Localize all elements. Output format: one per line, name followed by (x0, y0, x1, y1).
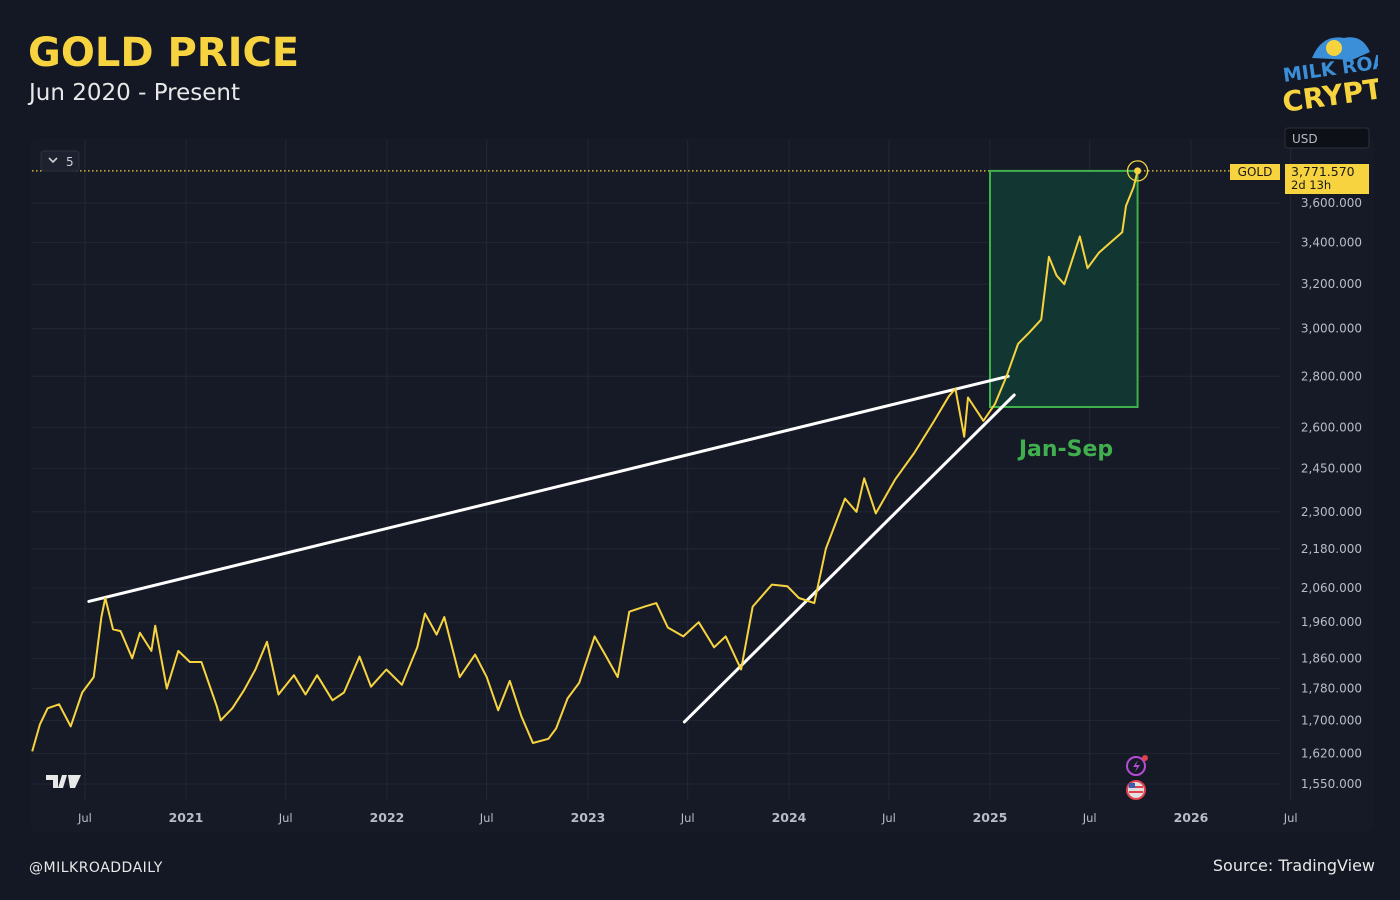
tradingview-logo (46, 775, 81, 788)
y-tick-label: 3,400.000 (1301, 235, 1362, 249)
x-tick-label: 2022 (370, 810, 405, 825)
chart-panel (30, 138, 1374, 832)
footer-handle: @MILKROADDAILY (29, 860, 163, 876)
x-tick-label: Jul (1283, 811, 1298, 825)
legend-count: 5 (66, 155, 74, 169)
currency-selector[interactable]: USD (1284, 127, 1370, 149)
footer-source: Source: TradingView (1212, 856, 1375, 875)
x-tick-label: 2021 (169, 810, 204, 825)
last-price-ring (1126, 160, 1149, 182)
x-tick-label: Jul (278, 811, 293, 825)
y-axis: 3,600.000 3,400.000 3,200.000 3,000.000 2,80… (1301, 196, 1362, 791)
x-tick-label: 2024 (772, 810, 807, 825)
y-tick-label: 1,700.000 (1301, 713, 1362, 727)
price-tag-countdown: 2d 13h (1291, 178, 1331, 192)
y-tick-label: 1,550.000 (1301, 777, 1362, 791)
x-tick-label: Jul (881, 811, 896, 825)
x-tick-label: Jul (1082, 811, 1097, 825)
y-tick-label: 2,180.000 (1301, 542, 1362, 556)
y-tick-label: 1,860.000 (1301, 651, 1362, 665)
chevron-down-icon (48, 157, 58, 164)
y-tick-label: 2,300.000 (1301, 505, 1362, 519)
grid (32, 140, 1292, 800)
highlight-box-rect (989, 169, 1139, 408)
y-tick-label: 1,780.000 (1301, 682, 1362, 696)
x-tick-label: 2026 (1174, 810, 1209, 825)
y-tick-label: 3,000.000 (1301, 322, 1362, 336)
annotation-jan-sep: Jan-Sep (1017, 437, 1113, 462)
y-tick-label: 2,800.000 (1301, 369, 1362, 383)
currency-label: USD (1292, 132, 1318, 146)
price-tag-symbol: GOLD (1238, 165, 1273, 179)
y-tick-label: 2,450.000 (1301, 461, 1362, 475)
price-tag-value: 3,771.570 (1291, 164, 1355, 179)
x-axis: Jul 2021 Jul 2022 Jul 2023 Jul 2024 Jul 2025 Jul 20… (77, 810, 1298, 825)
highlight-box (989, 169, 1139, 408)
y-tick-label: 1,960.000 (1301, 615, 1362, 629)
y-tick-label: 2,060.000 (1301, 581, 1362, 595)
y-tick-label: 3,200.000 (1301, 277, 1362, 291)
us-flag-icon[interactable] (1126, 780, 1146, 800)
last-price-point (1134, 167, 1142, 175)
trendline (87, 374, 1010, 603)
y-tick-label: 1,620.000 (1301, 747, 1362, 761)
page-subtitle: Jun 2020 - Present (29, 80, 240, 106)
x-tick-label: Jul (479, 811, 494, 825)
x-tick-label: 2023 (571, 810, 606, 825)
y-tick-label: 3,600.000 (1301, 196, 1362, 210)
y-tick-label: 2,600.000 (1301, 420, 1362, 434)
gold-price-line (31, 170, 1139, 752)
x-tick-label: 2025 (973, 810, 1008, 825)
x-tick-label: Jul (77, 811, 92, 825)
lightning-icon[interactable] (1126, 755, 1148, 776)
x-tick-label: Jul (680, 811, 695, 825)
legend-collapse-button[interactable]: 5 (40, 150, 80, 172)
page-title: GOLD PRICE (28, 30, 300, 76)
price-tag: GOLD 3,771.570 2d 13h (1230, 164, 1369, 194)
